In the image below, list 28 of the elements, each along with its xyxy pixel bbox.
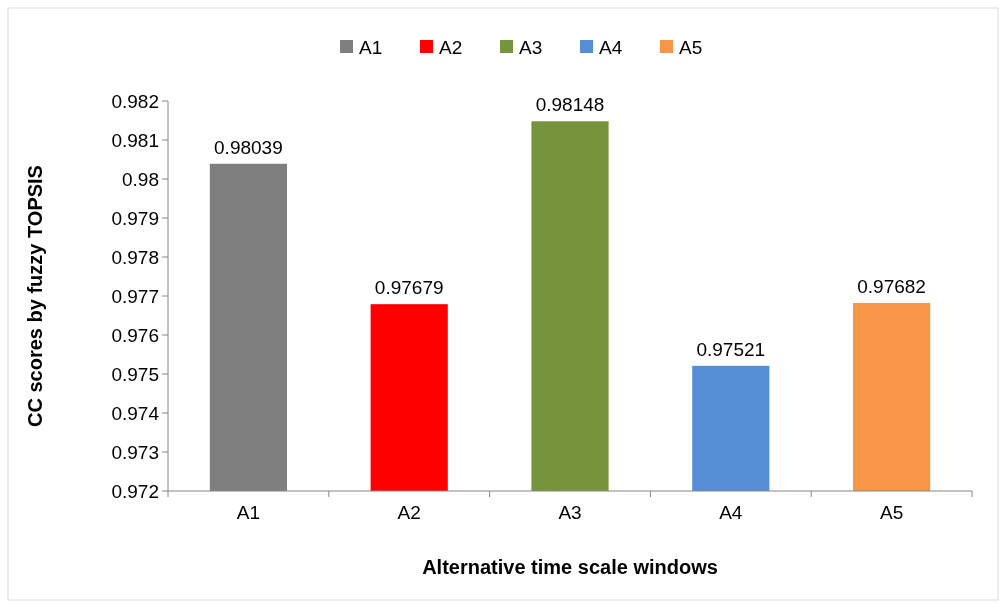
x-tick-label: A2 bbox=[397, 502, 421, 523]
legend-label: A4 bbox=[599, 36, 623, 58]
data-label: 0.97682 bbox=[857, 276, 926, 298]
x-tick-label: A4 bbox=[719, 502, 743, 523]
y-tick-label: 0.974 bbox=[111, 402, 160, 424]
y-tick-label: 0.981 bbox=[111, 129, 159, 151]
y-tick-label: 0.98 bbox=[122, 168, 159, 190]
y-tick-label: 0.978 bbox=[111, 246, 159, 268]
x-tick-label: A3 bbox=[558, 502, 582, 523]
legend-label: A2 bbox=[439, 36, 463, 58]
legend-label: A5 bbox=[679, 36, 703, 58]
legend-label: A3 bbox=[519, 36, 543, 58]
y-tick-label: 0.972 bbox=[111, 480, 159, 502]
x-tick-label: A1 bbox=[236, 502, 261, 523]
y-tick-label: 0.976 bbox=[111, 324, 159, 346]
data-label: 0.98039 bbox=[214, 136, 283, 158]
data-label: 0.97521 bbox=[696, 338, 766, 360]
x-axis-title: Alternative time scale windows bbox=[422, 556, 718, 578]
x-tick-label: A5 bbox=[879, 502, 904, 523]
y-tick-label: 0.979 bbox=[111, 207, 159, 229]
legend-label: A1 bbox=[359, 36, 383, 58]
data-label: 0.98148 bbox=[535, 94, 605, 116]
data-label: 0.97679 bbox=[374, 277, 444, 299]
y-tick-label: 0.977 bbox=[111, 285, 159, 307]
y-tick-label: 0.975 bbox=[111, 363, 159, 385]
y-tick-label: 0.973 bbox=[111, 441, 159, 463]
y-axis-title: CC scores by fuzzy TOPSIS bbox=[24, 165, 46, 427]
y-tick-label: 0.982 bbox=[111, 90, 159, 112]
